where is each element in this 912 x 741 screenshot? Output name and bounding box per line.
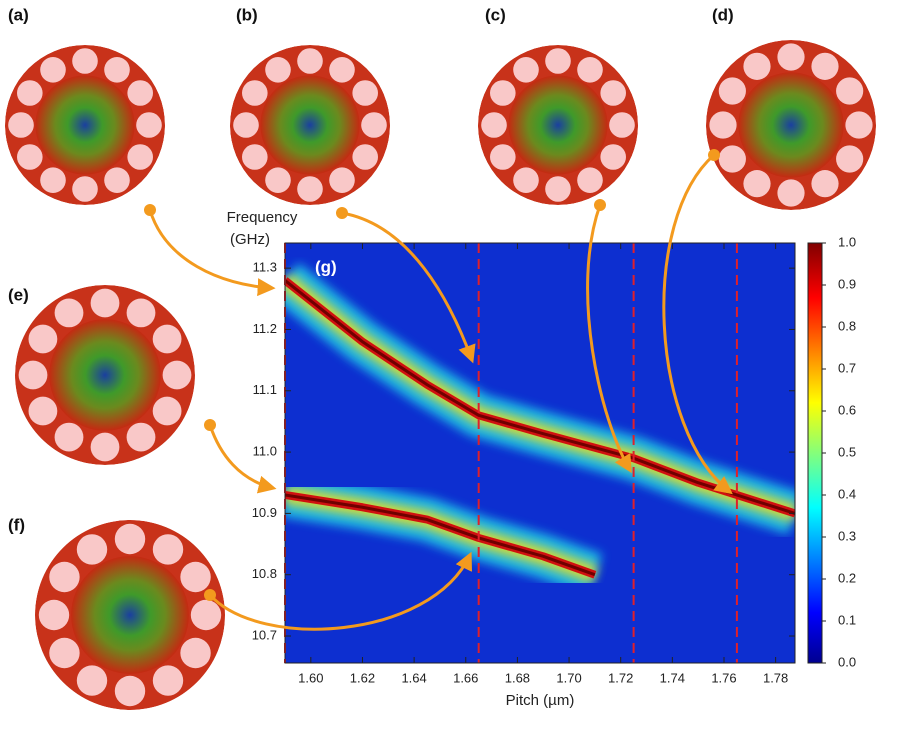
y-tick-label: 10.7	[252, 627, 277, 642]
colorbar-tick-label: 0.7	[838, 360, 856, 375]
colorbar-tick-label: 0.1	[838, 612, 856, 627]
panel-a	[0, 45, 178, 205]
panel-label: (c)	[485, 5, 506, 24]
figure: (a) (b) (c) (d) (e) (f) (g) 1.60 1.62 1.64 1…	[0, 0, 912, 736]
y-tick-label: 10.8	[252, 566, 277, 581]
x-tick-label: 1.64	[401, 670, 426, 685]
heatmap: (g) 1.60 1.62 1.64 1.66 1.68 1.70 1.72 1.74 1.76 1…	[227, 209, 857, 709]
y-tick-label: 10.9	[252, 505, 277, 520]
colorbar-tick-label: 0.0	[838, 654, 856, 669]
x-tick-label: 1.72	[608, 670, 633, 685]
x-tick-label: 1.78	[763, 670, 788, 685]
x-tick-label: 1.68	[505, 670, 530, 685]
panel-b	[217, 45, 403, 205]
x-axis-label: Pitch (µm)	[506, 692, 575, 709]
x-tick-label: 1.74	[660, 670, 685, 685]
x-tick-label: 1.66	[453, 670, 478, 685]
y-tick-label: 11.2	[253, 321, 277, 336]
panel-label: (a)	[8, 5, 29, 24]
panel-label: (d)	[712, 5, 734, 24]
panel-label: (e)	[8, 285, 29, 304]
panel-e	[1, 285, 210, 465]
panel-label: (f)	[8, 515, 25, 534]
colorbar-tick-label: 0.2	[838, 570, 856, 585]
y-tick-label: 11.3	[253, 260, 277, 275]
colorbar-tick-label: 0.8	[838, 318, 856, 333]
colorbar-tick-label: 1.0	[838, 234, 856, 249]
panel-c	[465, 45, 651, 205]
x-tick-label: 1.70	[556, 670, 581, 685]
colorbar	[808, 243, 822, 663]
y-axis-label: Frequency	[227, 209, 298, 226]
x-tick-label: 1.62	[350, 670, 375, 685]
panel-d	[692, 40, 889, 210]
inset-label: (g)	[315, 257, 337, 276]
colorbar-tick-label: 0.9	[838, 276, 856, 291]
y-axis-label: (GHz)	[230, 231, 270, 248]
colorbar-tick-label: 0.5	[838, 444, 856, 459]
panel-label: (b)	[236, 5, 258, 24]
colorbar-tick-label: 0.4	[838, 486, 856, 501]
panel-f	[20, 520, 240, 710]
colorbar-tick-label: 0.6	[838, 402, 856, 417]
x-tick-label: 1.60	[298, 670, 323, 685]
y-tick-label: 11.1	[253, 382, 277, 397]
x-tick-label: 1.76	[711, 670, 736, 685]
colorbar-tick-label: 0.3	[838, 528, 856, 543]
y-tick-label: 11.0	[253, 444, 277, 459]
